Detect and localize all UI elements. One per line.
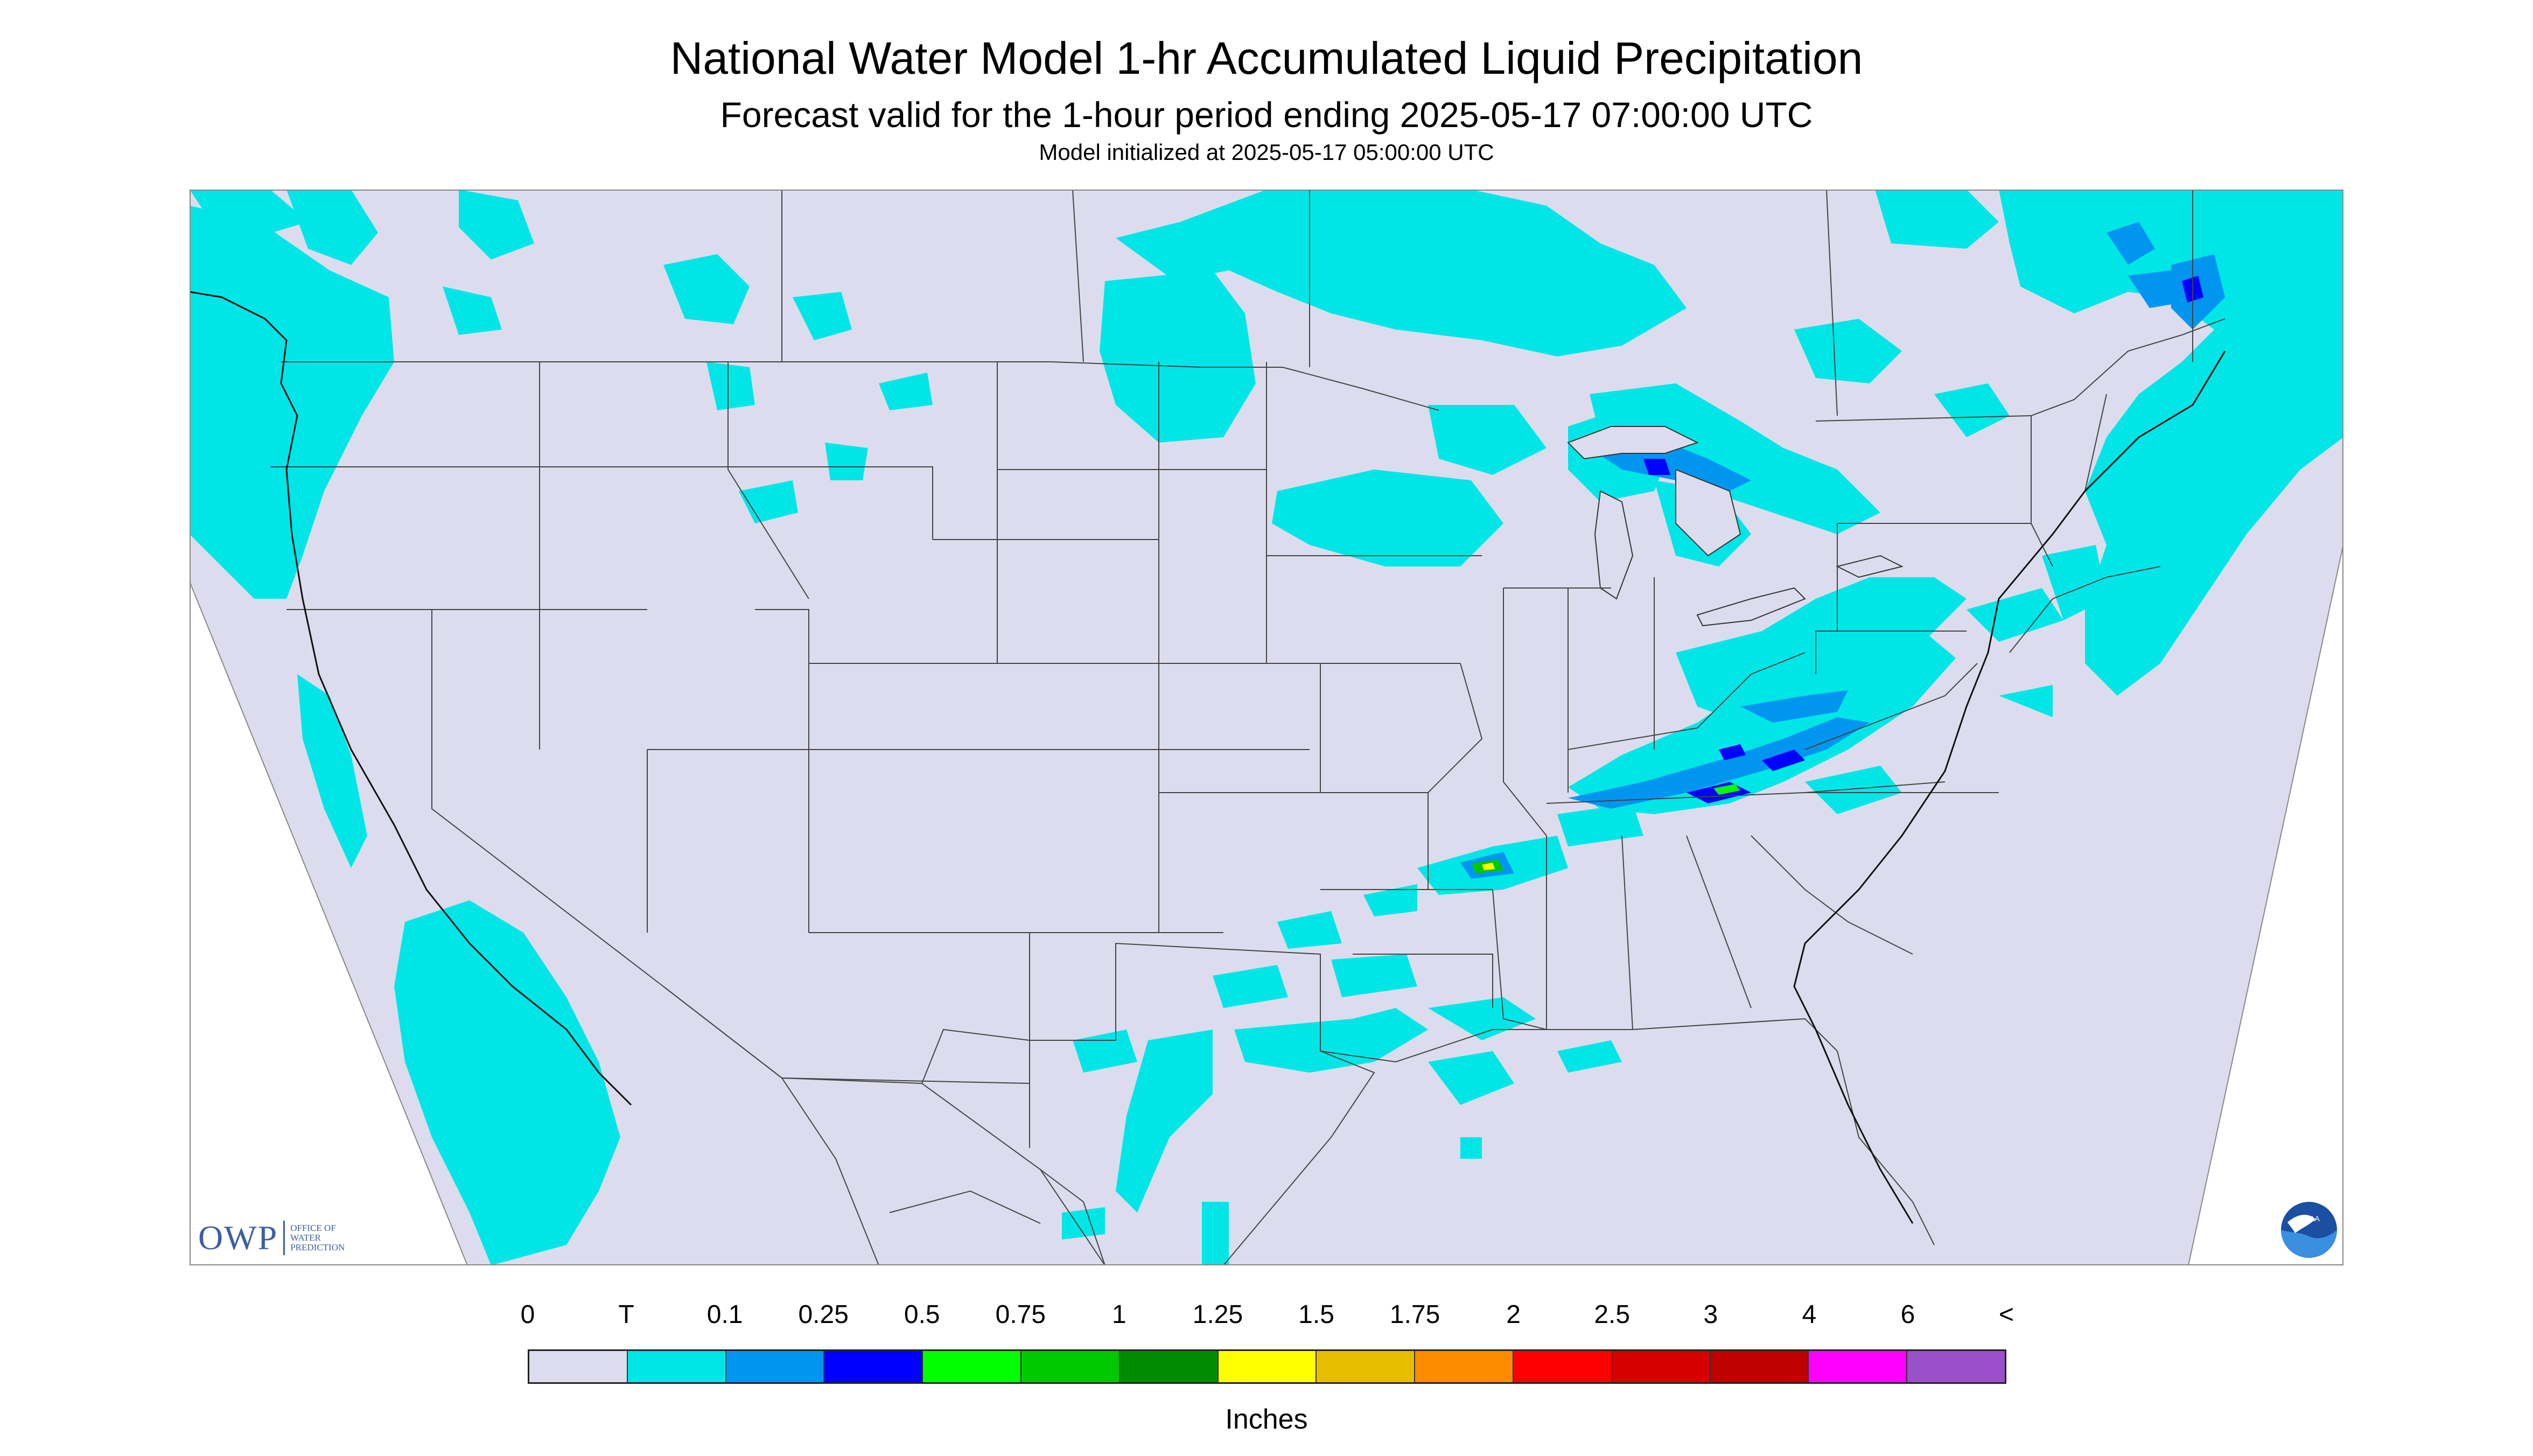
legend-swatch: [1119, 1351, 1219, 1382]
map-border: [190, 190, 2343, 1265]
legend-swatch: [1907, 1351, 2005, 1382]
legend-units: Inches: [1225, 1404, 1308, 1435]
precip-trace-areas: [190, 190, 2343, 1265]
legend-labels: 0 T 0.1 0.25 0.5 0.75 1 1.25 1.5 1.75 2 2.5 3 4 6 <: [0, 1302, 2533, 1334]
owp-logo-text-line3: PREDICTION: [290, 1242, 345, 1252]
model-initialized-note: Model initialized at 2025-05-17 05:00:00…: [1039, 139, 1494, 165]
legend-tick-label: 4: [1802, 1300, 1817, 1329]
legend-tick-label: 3: [1703, 1300, 1718, 1329]
legend-swatch: [529, 1351, 628, 1382]
owp-logo-text-line1: OFFICE OF: [290, 1223, 336, 1234]
legend-tick-label: 2.5: [1594, 1300, 1631, 1329]
legend-swatch: [1710, 1351, 1809, 1382]
legend-swatch: [1513, 1351, 1612, 1382]
legend-tick-label: 6: [1900, 1300, 1915, 1329]
legend-swatch: [1415, 1351, 1514, 1382]
legend-tick-label: T: [618, 1300, 634, 1329]
legend-swatch: [1809, 1351, 1908, 1382]
legend-tick-label: 0: [520, 1300, 535, 1329]
forecast-valid-subtitle: Forecast valid for the 1-hour period end…: [720, 95, 1813, 135]
legend-tick-label: 0.25: [798, 1300, 849, 1329]
legend-color-bar: [528, 1349, 2006, 1384]
owp-logo-text-line2: WATER: [290, 1233, 321, 1243]
legend-tick-label: 1.25: [1192, 1300, 1243, 1329]
legend-swatch: [824, 1351, 923, 1382]
legend-tick-label: 2: [1506, 1300, 1521, 1329]
owp-logo-text: OFFICE OF WATER PREDICTION: [290, 1223, 345, 1252]
legend-tick-label: 1.75: [1389, 1300, 1440, 1329]
legend-swatch: [627, 1351, 726, 1382]
legend-swatch: [923, 1351, 1021, 1382]
legend-swatch: [1612, 1351, 1711, 1382]
legend-tick-label: <: [1998, 1300, 2014, 1329]
legend-tick-label: 1.5: [1298, 1300, 1334, 1329]
legend-swatch: [1021, 1351, 1120, 1382]
legend-swatch: [726, 1351, 825, 1382]
precip-heavy-areas: [1471, 784, 1740, 873]
state-boundaries: [270, 190, 2226, 1265]
legend-swatch: [1218, 1351, 1317, 1382]
owp-logo-divider: [283, 1221, 285, 1255]
legend-swatch: [1317, 1351, 1416, 1382]
noaa-logo: NOAA: [2280, 1201, 2338, 1259]
precip-light-areas: [1460, 222, 2225, 879]
map-title: National Water Model 1-hr Accumulated Li…: [670, 33, 1863, 83]
noaa-logo-text: NOAA: [2298, 1214, 2320, 1223]
legend-tick-label: 0.75: [995, 1300, 1046, 1329]
owp-logo-mark: OWP: [198, 1219, 278, 1257]
legend-tick-label: 0.1: [706, 1300, 743, 1329]
great-lakes: [1567, 426, 1904, 627]
legend-tick-label: 1: [1112, 1300, 1126, 1329]
legend-tick-label: 0.5: [904, 1300, 940, 1329]
owp-logo: OWP OFFICE OF WATER PREDICTION: [198, 1219, 345, 1257]
precipitation-map: [190, 190, 2343, 1265]
coastlines: [190, 291, 2226, 1224]
